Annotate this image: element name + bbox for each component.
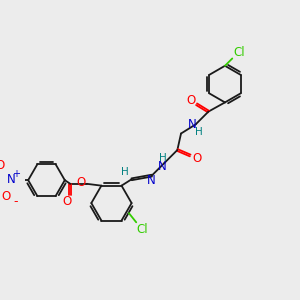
Text: N: N (158, 160, 167, 173)
Text: O: O (2, 190, 11, 203)
Text: -: - (13, 195, 18, 208)
Text: O: O (187, 94, 196, 107)
Text: O: O (0, 159, 4, 172)
Text: N: N (188, 118, 196, 131)
Text: +: + (12, 169, 20, 179)
Text: O: O (62, 195, 71, 208)
Text: Cl: Cl (234, 46, 245, 59)
Text: N: N (6, 173, 15, 186)
Text: O: O (192, 152, 201, 165)
Text: Cl: Cl (136, 223, 148, 236)
Text: H: H (196, 127, 203, 137)
Text: O: O (76, 176, 86, 189)
Text: H: H (159, 153, 167, 163)
Text: N: N (147, 174, 156, 187)
Text: H: H (121, 167, 129, 177)
